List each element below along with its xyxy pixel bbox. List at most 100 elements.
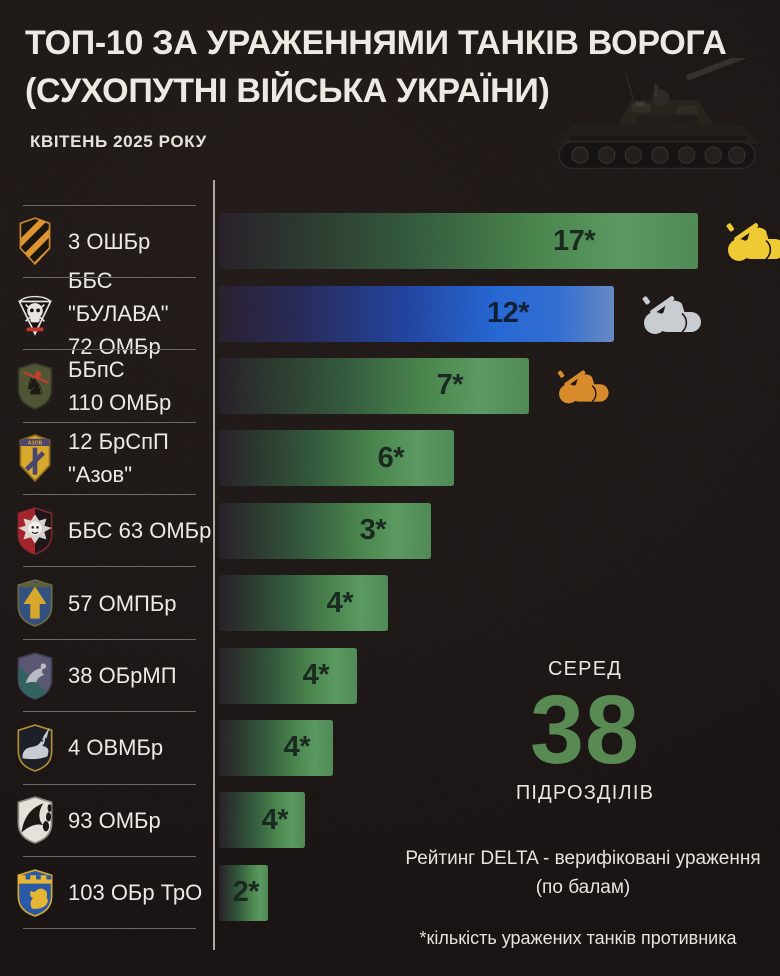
page-title: ТОП-10 ЗА УРАЖЕННЯМИ ТАНКІВ ВОРОГА (СУХО… [25,20,727,116]
bar-track: 4* [213,575,780,632]
bar-track: 6* [213,430,780,487]
3-oshbr-insignia-wrap [13,215,57,267]
unit-name-line: 57 ОМПБр [68,590,177,616]
value-bar: 4* [219,575,388,632]
value-bar: 3* [219,502,431,559]
value-bar: 6* [219,430,454,487]
value-bar: 4* [219,647,357,704]
value-label: 7* [436,369,464,402]
title-line-1: ТОП-10 ЗА УРАЖЕННЯМИ ТАНКІВ ВОРОГА [25,24,727,62]
unit-label-cell: 103 ОБр ТрО [0,867,213,919]
57-ompbr-insignia [17,579,53,627]
bar-track: 7* [213,357,780,414]
report-period: КВІТЕНЬ 2025 РОКУ [30,131,207,151]
chart-row-5: ББС 63 ОМБр 3* [0,494,780,567]
63-ombr-insignia-wrap [13,505,57,557]
value-label: 17* [552,224,596,257]
unit-label-cell: ББС "БУЛАВА" 72 ОМБр [0,264,213,363]
bar-track: 3* [213,502,780,559]
chart-row-2: ББС "БУЛАВА" 72 ОМБр 12* [0,268,780,359]
value-bar: 4* [219,792,305,849]
value-label: 4* [302,659,330,692]
azov-12-brspp-insignia: АЗОВ [19,434,51,483]
unit-name: 38 ОБрМП [68,659,177,692]
unit-label-cell: ♞ ББпС 110 ОМБр [0,353,213,419]
103-obr-tro-insignia [17,868,53,917]
93-ombr-insignia [17,796,53,845]
unit-label-cell: 93 ОМБр [0,794,213,846]
title-line-2: (СУХОПУТНІ ВІЙСЬКА УКРАЇНИ) [25,71,550,110]
value-label: 2* [232,876,260,909]
chart-row-4: АЗОВ 12 БрСпП "Азов" 6* [0,421,780,494]
bulava-72-ombr-insignia-wrap [13,288,57,340]
63-ombr-insignia [17,506,53,555]
unit-label-cell: 4 ОВМБр [0,722,213,774]
38-obrmp-insignia-wrap [13,650,57,702]
value-bar: 12* [219,285,614,342]
unit-label-cell: 38 ОБрМП [0,650,213,702]
yellow-tank-icon-wrap [726,218,780,264]
unit-name-line: 93 ОМБр [68,807,161,833]
unit-name-line: ББпС [68,356,125,382]
value-label: 4* [283,731,311,764]
unit-label-cell: 3 ОШБр [0,215,213,267]
unit-label-cell: АЗОВ 12 БрСпП "Азов" [0,425,213,491]
orange-tank-icon-wrap [557,366,615,406]
unit-name-line: "Азов" [68,462,133,488]
110-ombr-insignia-wrap: ♞ [13,360,57,412]
unit-name: 12 БрСпП "Азов" [68,425,169,491]
white-tank-icon-wrap [642,291,708,337]
value-bar: 17* [219,213,698,270]
unit-label-cell: 57 ОМПБр [0,577,213,629]
value-label: 4* [261,803,289,836]
rating-note-line-1: Рейтинг DELTA - верифіковані ураження [405,848,761,869]
unit-name: 4 ОВМБр [68,731,163,764]
unit-name-line: ББС 63 ОМБр [68,518,212,544]
bar-track: 12* [213,285,780,342]
header: ТОП-10 ЗА УРАЖЕННЯМИ ТАНКІВ ВОРОГА (СУХО… [25,20,727,152]
unit-name-line: ББС "БУЛАВА" [68,268,169,327]
yellow-tank-icon [726,223,780,262]
value-label: 4* [326,586,354,619]
rating-note: Рейтинг DELTA - верифіковані ураження (п… [390,845,776,902]
among-block: СЕРЕД 38 ПІДРОЗДІЛІВ [420,658,750,805]
unit-name: ББпС 110 ОМБр [68,353,171,419]
103-obr-tro-insignia-wrap [13,867,57,919]
unit-name: ББС 63 ОМБр [68,514,211,547]
value-bar: 2* [219,864,268,921]
azov-12-brspp-insignia-wrap: АЗОВ [13,432,57,484]
bulava-72-ombr-insignia [18,295,52,336]
unit-name-line: 12 БрСпП [68,429,169,455]
unit-name-line: 38 ОБрМП [68,663,177,689]
57-ompbr-insignia-wrap [13,577,57,629]
svg-text:АЗОВ: АЗОВ [28,441,43,447]
value-bar: 7* [219,357,529,414]
unit-name: 103 ОБр ТрО [68,876,202,909]
asterisk-footnote: *кількість уражених танків противника [419,928,737,948]
3-oshbr-insignia [19,217,51,266]
among-value: 38 [530,675,640,784]
110-ombr-insignia: ♞ [17,362,53,410]
unit-name-line: 110 ОМБр [68,389,172,415]
bar-track: 17* [213,213,780,270]
unit-name-line: 3 ОШБр [68,228,151,254]
value-label: 3* [359,514,387,547]
unit-name: 93 ОМБр [68,804,161,837]
unit-name-line: 103 ОБр ТрО [68,880,203,906]
unit-label-cell: ББС 63 ОМБр [0,505,213,557]
93-ombr-insignia-wrap [13,794,57,846]
white-tank-icon [642,295,701,334]
orange-tank-icon [557,370,609,404]
bar-chart: 3 ОШБр 17* ББС "БУЛАВА" 72 ОМБр 12* ♞ ББпС 11… [0,180,780,950]
unit-name: ББС "БУЛАВА" 72 ОМБр [68,264,213,363]
value-label: 12* [486,297,530,330]
chart-rows: 3 ОШБр 17* ББС "БУЛАВА" 72 ОМБр 12* ♞ ББпС 11… [0,204,780,929]
among-sub-label: ПІДРОЗДІЛІВ [515,781,655,804]
unit-name-line: 4 ОВМБр [68,735,164,761]
value-label: 6* [377,441,405,474]
chart-row-3: ♞ ББпС 110 ОМБр 7* [0,349,780,422]
38-obrmp-insignia [17,651,53,700]
chart-row-6: 57 ОМПБр 4* [0,566,780,639]
4-ovmbr-insignia [17,724,53,772]
rating-note-line-2: (по балам) [535,876,631,898]
